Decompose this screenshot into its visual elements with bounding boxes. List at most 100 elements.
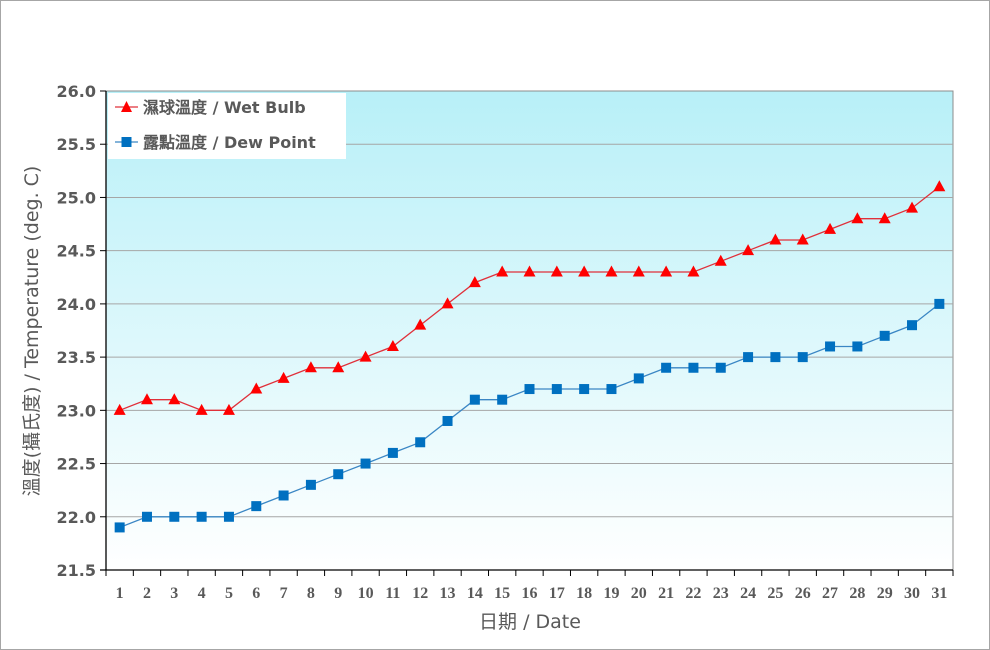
x-tick-label: 13: [440, 585, 456, 602]
plot-area: [105, 90, 954, 571]
x-tick-label: 19: [603, 585, 619, 602]
wet-bulb-point[interactable]: [796, 233, 809, 245]
y-tick-label: 24.0: [57, 295, 96, 314]
dew-point-point[interactable]: [825, 341, 836, 352]
x-tick-label: 10: [358, 585, 374, 602]
y-tick-label: 24.5: [57, 242, 96, 261]
dew-point-point[interactable]: [852, 341, 863, 352]
x-tick-label: 4: [198, 585, 206, 602]
dew-point-point[interactable]: [387, 447, 398, 458]
x-tick-label: 29: [877, 585, 893, 602]
dew-point-point[interactable]: [415, 437, 426, 448]
x-tick-label: 11: [385, 585, 400, 602]
wet-bulb-point[interactable]: [386, 339, 399, 351]
dew-point-point[interactable]: [579, 384, 590, 395]
wet-bulb-point[interactable]: [168, 393, 181, 405]
dew-point-point[interactable]: [278, 490, 289, 501]
wet-bulb-point[interactable]: [660, 265, 673, 277]
dew-point-point[interactable]: [360, 458, 371, 469]
dew-point-point[interactable]: [743, 352, 754, 363]
y-tick-label: 23.0: [57, 401, 96, 420]
y-tick-label: 23.5: [57, 348, 96, 367]
x-tick-label: 21: [658, 585, 674, 602]
wet-bulb-point[interactable]: [933, 180, 946, 192]
dew-point-point[interactable]: [797, 352, 808, 363]
dew-point-point[interactable]: [661, 362, 672, 373]
x-tick-label: 27: [822, 585, 838, 602]
dew-point-point[interactable]: [141, 511, 152, 522]
y-axis: 21.5 22.0 22.5 23.0 23.5 24.0 24.5 25.0 25.5 26.0: [57, 82, 107, 580]
wet-bulb-point[interactable]: [140, 393, 153, 405]
wet-bulb-point[interactable]: [878, 212, 891, 224]
wet-bulb-point[interactable]: [632, 265, 645, 277]
wet-bulb-point[interactable]: [304, 361, 317, 373]
x-tick-label: 8: [307, 585, 315, 602]
dew-point-point[interactable]: [469, 394, 480, 405]
y-tick-label: 22.5: [57, 455, 96, 474]
wet-bulb-point[interactable]: [195, 403, 208, 415]
dew-point-point[interactable]: [169, 511, 180, 522]
dew-point-point[interactable]: [305, 479, 316, 490]
dew-point-point[interactable]: [633, 373, 644, 384]
x-tick-label: 2: [143, 585, 151, 602]
wet-bulb-point[interactable]: [605, 265, 618, 277]
wet-bulb-point[interactable]: [851, 212, 864, 224]
wet-bulb-point[interactable]: [441, 297, 454, 309]
dew-point-point[interactable]: [715, 362, 726, 373]
square-marker-icon: [121, 137, 132, 147]
x-tick-label: 31: [931, 585, 947, 602]
wet-bulb-point[interactable]: [523, 265, 536, 277]
wet-bulb-point[interactable]: [414, 318, 427, 330]
wet-bulb-point[interactable]: [496, 265, 509, 277]
dew-point-point[interactable]: [606, 384, 617, 395]
wet-bulb-point[interactable]: [359, 350, 372, 362]
x-axis-title: 日期 / Date: [479, 611, 581, 633]
wet-bulb-point[interactable]: [277, 371, 290, 383]
dew-point-point[interactable]: [551, 384, 562, 395]
dew-point-point[interactable]: [333, 469, 344, 480]
y-tick-label: 26.0: [57, 82, 96, 101]
wet-bulb-point[interactable]: [250, 382, 263, 394]
wet-bulb-point[interactable]: [550, 265, 563, 277]
wet-bulb-point[interactable]: [906, 201, 919, 213]
dew-point-point[interactable]: [770, 352, 781, 363]
x-tick-label: 17: [549, 585, 565, 602]
wet-bulb-point[interactable]: [687, 265, 700, 277]
series-markers: [113, 180, 946, 533]
dew-point-point[interactable]: [114, 522, 125, 533]
y-axis-title: 溫度(攝氏度) / Temperature (deg. C): [21, 166, 43, 497]
x-tick-label: 28: [849, 585, 865, 602]
triangle-marker-icon: [121, 101, 132, 112]
dew-point-point[interactable]: [688, 362, 699, 373]
wet-bulb-point[interactable]: [824, 222, 837, 234]
dew-point-point[interactable]: [442, 415, 453, 426]
legend-item-wet-bulb[interactable]: 濕球溫度 / Wet Bulb: [115, 98, 306, 117]
legend-item-dew-point[interactable]: 露點溫度 / Dew Point: [115, 133, 316, 152]
wet-bulb-point[interactable]: [222, 403, 235, 415]
x-tick-label: 12: [412, 585, 428, 602]
dew-point-point[interactable]: [524, 384, 535, 395]
y-tick-label: 22.0: [57, 508, 96, 527]
x-tick-label: 5: [225, 585, 233, 602]
wet-bulb-point[interactable]: [113, 403, 126, 415]
x-tick-label: 6: [252, 585, 260, 602]
wet-bulb-point[interactable]: [332, 361, 345, 373]
wet-bulb-point[interactable]: [578, 265, 591, 277]
dew-point-point[interactable]: [251, 501, 262, 512]
dew-point-point[interactable]: [907, 320, 918, 331]
x-tick-label: 3: [170, 585, 178, 602]
dew-point-point[interactable]: [934, 298, 945, 309]
wet-bulb-point[interactable]: [742, 244, 755, 256]
x-tick-label: 14: [467, 585, 483, 602]
dew-point-point[interactable]: [879, 330, 890, 341]
dew-point-point[interactable]: [196, 511, 207, 522]
dew-point-point[interactable]: [223, 511, 234, 522]
y-tick-label: 21.5: [57, 561, 96, 580]
dew-point-point[interactable]: [497, 394, 508, 405]
wet-bulb-point[interactable]: [468, 276, 481, 288]
x-tick-label: 9: [334, 585, 342, 602]
legend-label-wet-bulb: 濕球溫度 / Wet Bulb: [143, 98, 306, 117]
wet-bulb-point[interactable]: [769, 233, 782, 245]
wet-bulb-point[interactable]: [714, 254, 727, 266]
